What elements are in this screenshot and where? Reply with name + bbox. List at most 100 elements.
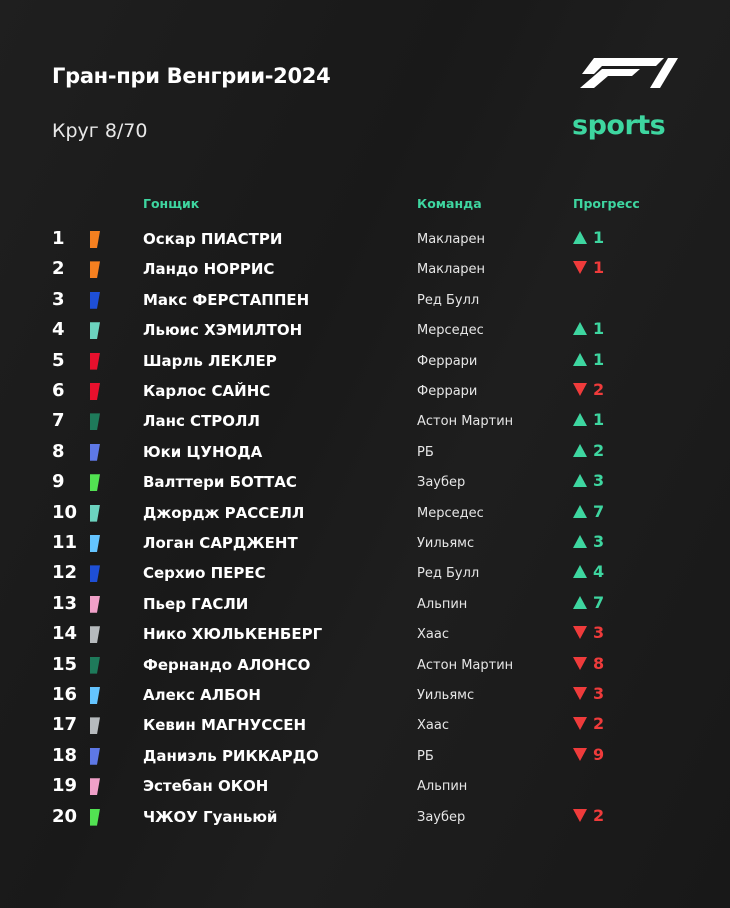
team-color-marker <box>90 626 100 644</box>
team-name: Астон Мартин <box>417 657 514 673</box>
progress-indicator: 1 <box>573 410 604 429</box>
table-row: 13 Пьер ГАСЛИ Альпин 7 <box>0 593 730 623</box>
table-row: 10 Джордж РАССЕЛЛ Мерседес 7 <box>0 502 730 532</box>
progress-value: 3 <box>593 623 605 643</box>
driver-name: Ланс СТРОЛЛ <box>143 412 260 431</box>
table-row: 12 Серхио ПЕРЕС Ред Булл 4 <box>0 562 730 592</box>
position: 10 <box>52 501 78 523</box>
team-color-marker <box>90 504 100 522</box>
arrow-up-icon <box>573 231 587 244</box>
arrow-up-icon <box>573 352 587 366</box>
table-row: 9 Валттери БОТТАС Заубер 3 <box>0 471 730 501</box>
arrow-up-icon <box>573 504 587 518</box>
team-color-marker <box>90 778 100 796</box>
arrow-down-icon <box>573 261 587 275</box>
position: 20 <box>52 805 78 827</box>
progress-value: 1 <box>593 410 605 430</box>
table-row: 4 Льюис ХЭМИЛТОН Мерседес 1 <box>0 319 730 349</box>
progress-value: 8 <box>593 653 605 673</box>
driver-name: Серхио ПЕРЕС <box>143 564 266 583</box>
table-row: 11 Логан САРДЖЕНТ Уильямс 3 <box>0 532 730 562</box>
progress-indicator: 8 <box>573 654 604 673</box>
position: 12 <box>52 562 78 584</box>
team-name: Мерседес <box>417 323 484 339</box>
progress-value: 1 <box>593 349 605 369</box>
position: 11 <box>52 532 78 553</box>
progress-indicator: 1 <box>573 350 604 369</box>
position: 3 <box>52 288 65 310</box>
progress-value: 3 <box>593 471 605 491</box>
team-color-marker <box>90 474 100 492</box>
team-name: Феррари <box>417 353 478 369</box>
progress-indicator: 3 <box>573 532 604 551</box>
position: 8 <box>52 440 65 462</box>
driver-name: Логан САРДЖЕНТ <box>143 534 298 552</box>
progress-value: 1 <box>593 258 605 278</box>
progress-indicator: 9 <box>573 745 604 764</box>
position: 18 <box>52 744 78 766</box>
team-name: Макларен <box>417 262 486 278</box>
team-color-marker <box>90 595 100 613</box>
arrow-up-icon <box>573 535 587 548</box>
team-color-marker <box>90 747 100 765</box>
team-name: Заубер <box>417 475 466 491</box>
progress-indicator: 1 <box>573 258 604 277</box>
team-name: Уильямс <box>417 536 475 551</box>
arrow-up-icon <box>573 443 587 457</box>
progress-indicator: 1 <box>573 319 604 338</box>
driver-name: Пьер ГАСЛИ <box>143 594 249 613</box>
progress-indicator: 2 <box>573 441 604 460</box>
arrow-down-icon <box>573 747 587 761</box>
progress-indicator: 2 <box>573 806 604 825</box>
driver-name: Льюис ХЭМИЛТОН <box>143 321 303 340</box>
team-name: Хаас <box>417 718 449 734</box>
driver-name: Карлос САЙНС <box>143 382 271 400</box>
team-name: РБ <box>417 444 434 460</box>
arrow-up-icon <box>573 595 587 609</box>
team-name: Феррари <box>417 384 478 399</box>
table-row: 8 Юки ЦУНОДА РБ 2 <box>0 441 730 471</box>
progress-indicator: 2 <box>573 380 604 399</box>
team-name: Альпин <box>417 596 468 612</box>
arrow-down-icon <box>573 383 587 396</box>
page-title: Гран-при Венгрии-2024 <box>52 64 331 88</box>
progress-value: 3 <box>593 684 605 703</box>
team-name: Ред Булл <box>417 566 480 582</box>
team-color-marker <box>90 413 100 431</box>
arrow-down-icon <box>573 717 587 731</box>
table-row: 1 Оскар ПИАСТРИ Макларен 1 <box>0 228 730 258</box>
sports-brand: sports <box>572 110 666 141</box>
driver-name: Джордж РАССЕЛЛ <box>143 503 305 522</box>
position: 16 <box>52 684 78 705</box>
team-color-marker <box>90 808 100 826</box>
position: 9 <box>52 471 65 493</box>
team-name: Макларен <box>417 232 486 247</box>
driver-name: ЧЖОУ Гуаньюй <box>143 807 278 826</box>
driver-name: Даниэль РИККАРДО <box>143 746 319 765</box>
table-row: 19 Эстебан ОКОН Альпин <box>0 775 730 805</box>
team-name: Альпин <box>417 779 468 795</box>
progress-indicator: 4 <box>573 562 604 581</box>
team-color-marker <box>90 443 100 461</box>
team-name: Заубер <box>417 809 466 825</box>
team-color-marker <box>90 261 100 279</box>
table-row: 3 Макс ФЕРСТАППЕН Ред Булл <box>0 289 730 319</box>
driver-name: Макс ФЕРСТАППЕН <box>143 290 310 309</box>
progress-value: 1 <box>593 319 605 339</box>
progress-indicator: 1 <box>573 228 604 247</box>
team-name: Ред Булл <box>417 292 480 308</box>
position: 5 <box>52 349 65 371</box>
table-row: 15 Фернандо АЛОНСО Астон Мартин 8 <box>0 654 730 684</box>
header-driver: Гонщик <box>143 196 200 211</box>
table-row: 5 Шарль ЛЕКЛЕР Феррари 1 <box>0 350 730 380</box>
position: 6 <box>52 380 65 401</box>
driver-name: Оскар ПИАСТРИ <box>143 230 283 248</box>
team-color-marker <box>90 322 100 340</box>
position: 2 <box>52 258 65 280</box>
progress-value: 3 <box>593 532 605 551</box>
team-color-marker <box>90 383 100 400</box>
team-color-marker <box>90 291 100 309</box>
arrow-up-icon <box>573 474 587 488</box>
progress-indicator: 7 <box>573 502 604 521</box>
